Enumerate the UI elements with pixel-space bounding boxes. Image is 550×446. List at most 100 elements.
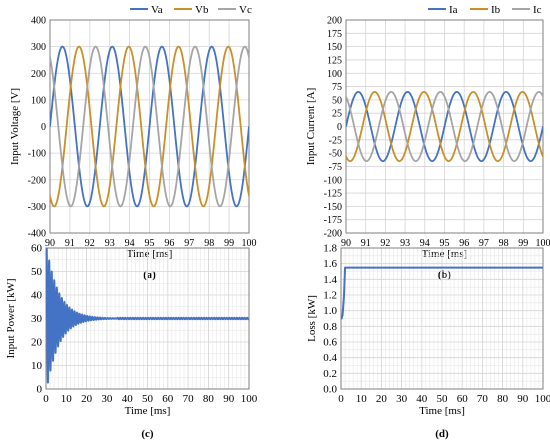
y-tick-label: 300: [31, 42, 46, 53]
x-tick-label: 91: [65, 238, 75, 249]
y-tick-label: 1.4: [323, 274, 337, 286]
x-tick-label: 97: [479, 238, 489, 249]
y-axis-label: Loss [kW]: [306, 295, 318, 342]
x-tick-label: 70: [477, 393, 489, 405]
legend-label: Ia: [449, 4, 458, 16]
y-tick-label: 100: [327, 69, 342, 80]
x-tick-label: 50: [437, 393, 449, 405]
y-tick-label: -150: [324, 202, 342, 213]
panel-label: (b): [438, 269, 452, 281]
x-tick-label: 94: [420, 238, 430, 249]
legend-label: Ib: [491, 4, 501, 16]
series-line-c: [46, 248, 249, 384]
x-tick-label: 20: [81, 393, 93, 405]
x-tick-label: 0: [338, 393, 344, 405]
y-tick-label: 50: [31, 266, 43, 278]
x-tick-label: 95: [145, 238, 155, 249]
series-line-vb: [50, 45, 249, 208]
y-tick-label: -400: [28, 229, 46, 240]
x-tick-label: 80: [203, 393, 215, 405]
legend-label: Vb: [195, 4, 209, 16]
series-line-ib: [346, 91, 543, 162]
y-tick-label: 0.0: [323, 384, 337, 396]
y-tick-label: 25: [332, 109, 342, 120]
y-tick-label: 40: [31, 290, 43, 302]
x-tick-label: 10: [61, 393, 73, 405]
y-tick-label: 100: [31, 95, 46, 106]
x-axis-label: Time [ms]: [125, 405, 171, 417]
y-tick-label: 0: [337, 122, 342, 133]
y-tick-label: 400: [31, 16, 46, 27]
x-tick-label: 95: [440, 238, 450, 249]
chart-b: 90 91 92 93 94 95 96 97 98 99 100 -200 -175 -150 -125 -…: [305, 4, 550, 281]
y-tick-label: 0: [41, 122, 46, 133]
x-tick-label: 92: [380, 238, 390, 249]
y-tick-label: -200: [28, 175, 46, 186]
y-tick-label: -100: [324, 175, 342, 186]
x-tick-label: 70: [183, 393, 195, 405]
y-tick-label: 10: [31, 360, 43, 372]
x-tick-label: 94: [125, 238, 135, 249]
x-tick-label: 93: [105, 238, 115, 249]
y-tick-label: 20: [31, 337, 43, 349]
y-tick-label: 60: [31, 243, 43, 255]
y-tick-label: -50: [329, 149, 342, 160]
panel-label: (d): [435, 428, 449, 440]
x-tick-label: 90: [45, 238, 55, 249]
x-tick-label: 20: [376, 393, 388, 405]
series-line-ic: [346, 91, 543, 162]
y-tick-label: -200: [324, 229, 342, 240]
x-tick-label: 93: [400, 238, 410, 249]
x-tick-label: 97: [184, 238, 194, 249]
y-axis-label: Input Current [A]: [305, 88, 317, 166]
y-tick-label: -300: [28, 202, 46, 213]
series-line-ia: [346, 91, 543, 162]
y-tick-label: 200: [31, 69, 46, 80]
y-tick-label: 1.0: [323, 305, 337, 317]
series-line-va: [50, 45, 249, 208]
x-axis-label: Time [ms]: [127, 248, 173, 260]
x-tick-label: 90: [223, 393, 235, 405]
x-tick-label: 92: [85, 238, 95, 249]
x-tick-label: 50: [142, 393, 154, 405]
y-tick-label: 0: [37, 384, 43, 396]
y-tick-label: 1.2: [323, 290, 337, 302]
legend-label: Ic: [533, 4, 542, 16]
y-tick-label: 200: [327, 16, 342, 27]
y-tick-label: 0.8: [323, 321, 337, 333]
x-axis-label: Time [ms]: [419, 405, 465, 417]
x-tick-label: 91: [361, 238, 371, 249]
y-tick-label: 0.4: [323, 352, 337, 364]
panel-label: (a): [143, 269, 156, 281]
x-tick-label: 60: [457, 393, 469, 405]
y-axis-label: Input Voltage [V]: [9, 88, 21, 165]
x-tick-label: 30: [396, 393, 408, 405]
x-tick-label: 98: [204, 238, 214, 249]
x-tick-label: 96: [164, 238, 174, 249]
x-axis-label: Time [ms]: [422, 248, 468, 260]
chart-a: 90 91 92 93 94 95 96 97 98 99 100 -400 -300 -200 -100 0…: [9, 4, 257, 281]
y-tick-label: 175: [327, 29, 342, 40]
y-tick-label: -75: [329, 162, 342, 173]
y-tick-label: 30: [31, 313, 43, 325]
y-tick-label: 1.8: [323, 243, 337, 255]
x-tick-label: 80: [497, 393, 509, 405]
legend-label: Va: [151, 4, 163, 16]
series-line-d: [341, 266, 543, 320]
x-tick-label: 40: [122, 393, 134, 405]
chart-d: 0 10 20 30 40 50 60 70 80 90 100 0.0 0.2 0.4 0.6 0.8 1.0…: [306, 243, 550, 441]
y-tick-label: 0.2: [323, 368, 337, 380]
x-tick-label: 100: [535, 393, 550, 405]
y-tick-label: -25: [329, 135, 342, 146]
x-tick-label: 96: [459, 238, 469, 249]
y-tick-label: 0.6: [323, 337, 337, 349]
y-tick-label: 150: [327, 42, 342, 53]
x-tick-label: 60: [162, 393, 174, 405]
y-axis-label: Input Power [kW]: [5, 278, 17, 358]
x-tick-label: 90: [517, 393, 529, 405]
y-tick-label: 125: [327, 55, 342, 66]
y-tick-label: -100: [28, 149, 46, 160]
panel-label: (c): [141, 428, 154, 440]
x-tick-label: 100: [536, 238, 550, 249]
